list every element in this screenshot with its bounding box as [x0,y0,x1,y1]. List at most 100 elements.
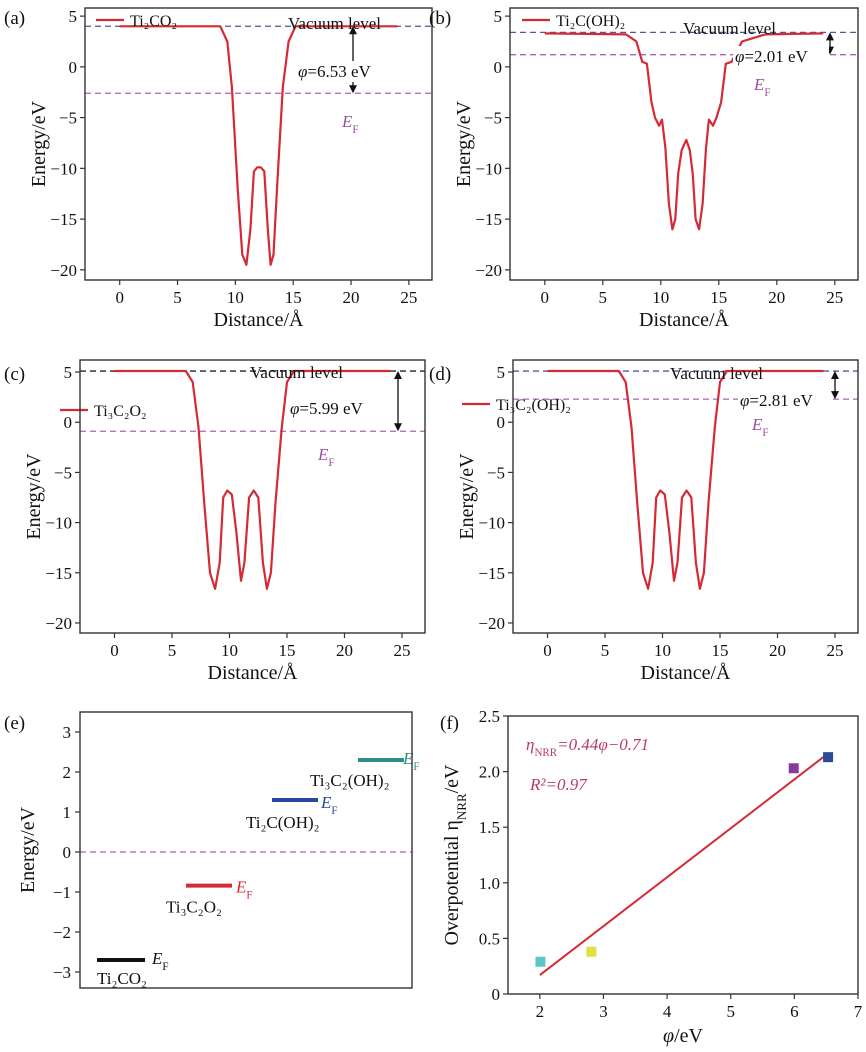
phi-arrowhead-up [394,371,402,380]
y-tick-label: −5 [54,463,72,482]
y-tick-label: −10 [475,159,502,178]
y-axis-label: Energy/eV [453,100,475,187]
y-tick-label: 1.0 [479,874,500,893]
fit-line [539,752,829,976]
x-tick-label: 5 [726,1002,735,1021]
x-tick-label: 15 [712,641,729,660]
y-tick-label: 0.5 [479,929,500,948]
data-point [823,752,834,763]
panel-label: (c) [4,364,25,385]
potential-curve [544,32,824,231]
panel-label: (a) [4,8,25,29]
phi-arrowhead-down [349,85,357,94]
plot-frame [512,359,859,634]
phi-label-bg [288,398,388,419]
y-tick-label: −1 [53,883,71,902]
panel-a: 0 5 10 15 20 25 −20 −15 −10 −5 0 5 Distance/Å Energy/… [4,7,433,331]
material-label: Ti₃C₂O₂ [166,898,222,917]
x-tick-label: 5 [599,288,608,307]
vacuum-level-label: Vacuum level [670,364,763,383]
x-tick-label: 0 [543,641,552,660]
y-axis-label: Energy/eV [17,806,39,893]
phi-arrowhead-up [831,371,839,380]
phi-label-bg [296,61,382,82]
vacuum-level-label: Vacuum level [683,19,776,38]
fermi-level-label: EF [402,749,420,773]
potential-curve [119,25,398,266]
x-tick-label: 3 [599,1002,608,1021]
panel-c: 0 5 10 15 20 25 −20 −15 −10 −5 0 5 Distance/Å Energy/… [4,359,426,684]
fermi-level-label: EF [341,112,359,136]
x-tick-label: 5 [168,641,177,660]
y-axis-label: Overpotential ηNRR/eV [441,764,469,946]
x-tick-label: 25 [827,641,844,660]
x-tick-label: 0 [110,641,119,660]
y-tick-label: 5 [64,363,73,382]
plot-frame [509,7,859,281]
phi-label-bg [733,46,829,67]
phi-arrowhead-down [831,391,839,400]
y-tick-label: −15 [45,564,72,583]
x-tick-label: 5 [173,288,182,307]
vacuum-level-label: Vacuum level [250,363,343,382]
x-axis-label: φ/eV [663,1025,704,1047]
x-tick-label: 20 [336,641,353,660]
panel-e: −3−2−10123Energy/eVEFTi₂CO₂EFTi₃C₂O₂EFTi… [4,711,420,989]
plot-frame [79,359,426,634]
y-axis-label: Energy/eV [23,453,45,540]
x-tick-label: 2 [536,1002,545,1021]
data-point [586,946,597,957]
fermi-level-label: EF [235,878,253,902]
x-tick-label: 10 [654,641,671,660]
plot-frame [507,715,859,995]
plot-frame [79,711,413,989]
y-tick-label: 0 [69,58,78,77]
y-tick-label: 2 [63,763,72,782]
r-squared-label: R²=0.97 [529,775,588,794]
x-axis-label: Distance/Å [214,309,305,331]
x-tick-label: 15 [279,641,296,660]
y-tick-label: −15 [475,210,502,229]
y-tick-label: −10 [50,159,77,178]
panel-label: (f) [440,713,459,734]
y-tick-label: 2.5 [479,707,500,726]
y-tick-label: −20 [475,261,502,280]
material-label: Ti₂C(OH)₂ [246,813,320,832]
y-tick-label: −15 [478,564,505,583]
x-tick-label: 7 [854,1002,863,1021]
x-tick-label: 20 [769,641,786,660]
y-tick-label: −20 [45,614,72,633]
y-tick-label: 0 [63,843,72,862]
x-tick-label: 15 [285,288,302,307]
phi-label: φ=5.99 eV [290,399,364,418]
y-tick-label: −20 [478,614,505,633]
potential-curve [547,369,824,590]
x-tick-label: 6 [790,1002,799,1021]
y-tick-label: −5 [487,463,505,482]
fermi-level-label: EF [317,445,335,469]
phi-arrowhead-up [826,32,834,41]
y-axis-label: Energy/eV [28,100,50,187]
y-tick-label: 0 [497,413,506,432]
x-tick-label: 10 [221,641,238,660]
x-axis-label: Distance/Å [208,662,299,684]
y-tick-label: −5 [484,109,502,128]
fermi-level-label: EF [753,75,771,99]
y-axis-label: Energy/eV [456,453,478,540]
x-tick-label: 5 [601,641,610,660]
legend-label: Ti₂C(OH)₂ [556,13,625,30]
x-tick-label: 25 [394,641,411,660]
y-tick-label: −2 [53,923,71,942]
fermi-level-label: EF [151,949,169,973]
panel-f: 2 3 4 5 6 7 0 0.5 1.0 1.5 2.0 2.5 φ/eV Overpotential … [440,707,863,1047]
fit-equation: ηNRR=0.44φ−0.71 [526,735,649,759]
data-point [788,763,799,774]
phi-arrowhead-down [394,423,402,432]
x-tick-label: 0 [115,288,124,307]
panel-d: 0 5 10 15 20 25 −20 −15 −10 −5 0 5 Distance/Å Energy/… [429,359,859,684]
x-tick-label: 15 [710,288,727,307]
data-point [535,956,546,967]
y-tick-label: 0 [494,58,503,77]
y-tick-label: −10 [45,514,72,533]
